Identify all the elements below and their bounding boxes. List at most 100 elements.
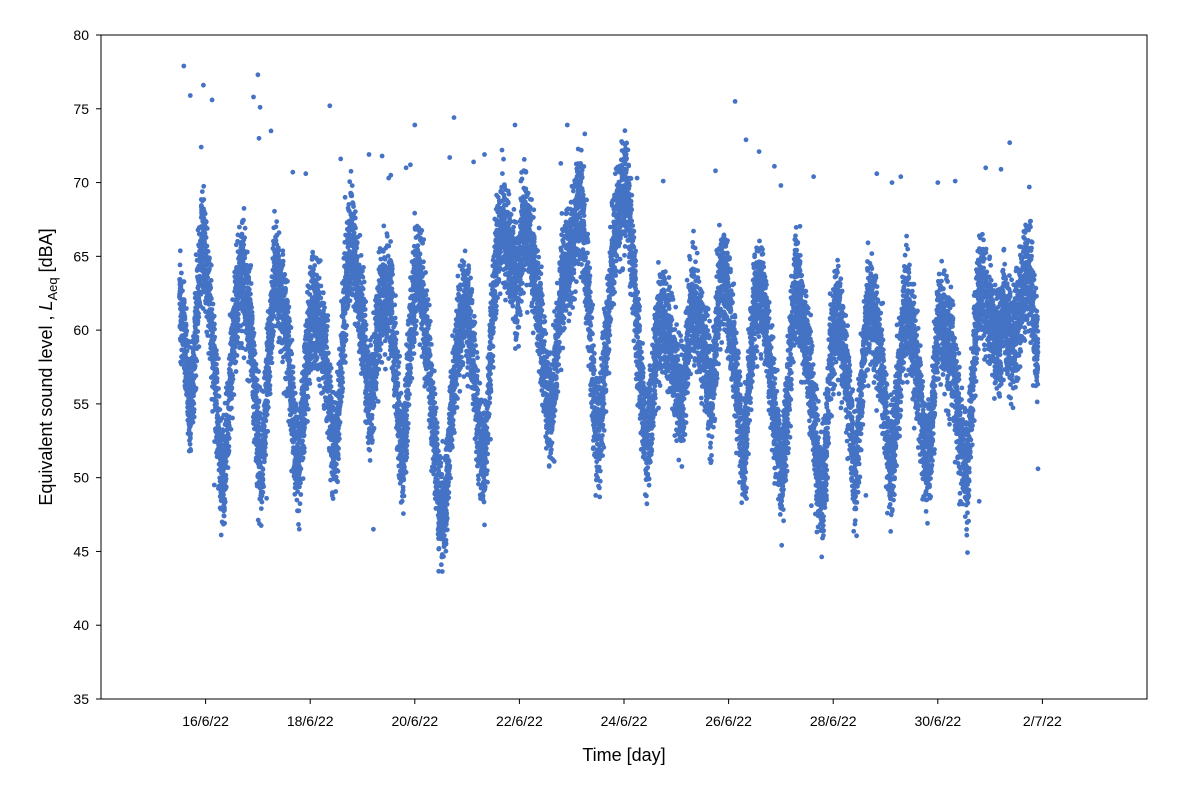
- data-point: [337, 388, 342, 393]
- data-point: [308, 286, 313, 291]
- data-point: [424, 307, 429, 312]
- data-point: [368, 458, 373, 463]
- data-point: [277, 230, 282, 235]
- data-point: [252, 348, 257, 353]
- data-point: [411, 332, 416, 337]
- data-point: [324, 344, 329, 349]
- data-point: [267, 392, 272, 397]
- data-point: [357, 349, 362, 354]
- data-point: [338, 420, 343, 425]
- data-point: [250, 339, 255, 344]
- data-point: [423, 317, 428, 322]
- data-point: [230, 373, 235, 378]
- data-point: [340, 375, 345, 380]
- data-point: [297, 473, 302, 478]
- data-point: [381, 224, 386, 229]
- data-point: [325, 358, 330, 363]
- data-point: [289, 374, 294, 379]
- data-point: [412, 317, 417, 322]
- data-point: [423, 329, 428, 334]
- data-point: [285, 279, 290, 284]
- data-point: [184, 332, 189, 337]
- data-point: [245, 250, 250, 255]
- data-point: [318, 296, 323, 301]
- data-point: [237, 225, 242, 230]
- data-point: [311, 345, 316, 350]
- data-point: [212, 323, 217, 328]
- data-point: [379, 293, 384, 298]
- data-point: [317, 383, 322, 388]
- data-point: [214, 401, 219, 406]
- data-point: [420, 274, 425, 279]
- data-point: [420, 287, 425, 292]
- data-point: [367, 448, 372, 453]
- data-point: [279, 264, 284, 269]
- data-point: [196, 300, 201, 305]
- data-point: [255, 377, 260, 382]
- data-point: [253, 363, 258, 368]
- data-point: [428, 336, 433, 341]
- data-point: [418, 342, 423, 347]
- data-point: [271, 289, 276, 294]
- data-point: [374, 359, 379, 364]
- data-point: [378, 348, 383, 353]
- data-point: [404, 424, 409, 429]
- data-point: [245, 285, 250, 290]
- data-point: [242, 206, 247, 211]
- data-point: [386, 254, 391, 259]
- data-point: [309, 336, 314, 341]
- data-point: [260, 493, 265, 498]
- data-point: [187, 438, 192, 443]
- data-point: [362, 314, 367, 319]
- data-point: [427, 361, 432, 366]
- data-point: [178, 248, 183, 253]
- data-point: [349, 169, 354, 174]
- data-point: [227, 444, 232, 449]
- data-point: [345, 292, 350, 297]
- data-point: [423, 298, 428, 303]
- data-point: [396, 364, 401, 369]
- data-point: [189, 360, 194, 365]
- data-point: [343, 333, 348, 338]
- data-point: [415, 248, 420, 253]
- data-point: [383, 352, 388, 357]
- data-point: [236, 312, 241, 317]
- data-point: [325, 313, 330, 318]
- data-point: [336, 446, 341, 451]
- data-point: [230, 380, 235, 385]
- data-point: [390, 309, 395, 314]
- data-point: [323, 335, 328, 340]
- data-point: [326, 384, 331, 389]
- data-point: [189, 419, 194, 424]
- data-point: [393, 336, 398, 341]
- data-point: [435, 425, 440, 430]
- data-point: [281, 259, 286, 264]
- data-point: [189, 389, 194, 394]
- data-point: [421, 259, 426, 264]
- data-point: [349, 261, 354, 266]
- data-point: [353, 226, 358, 231]
- data-point: [405, 443, 410, 448]
- data-point: [434, 457, 439, 462]
- data-point: [334, 426, 339, 431]
- data-point: [223, 460, 228, 465]
- data-point: [394, 368, 399, 373]
- data-point: [376, 367, 381, 372]
- data-point: [215, 379, 220, 384]
- data-point: [182, 297, 187, 302]
- data-point: [322, 305, 327, 310]
- data-point: [211, 302, 216, 307]
- data-point: [183, 317, 188, 322]
- data-point: [192, 344, 197, 349]
- data-point: [242, 355, 247, 360]
- data-point: [427, 303, 432, 308]
- data-point: [289, 428, 294, 433]
- data-point: [307, 361, 312, 366]
- data-point: [401, 511, 406, 516]
- data-point: [201, 184, 206, 189]
- data-point: [272, 209, 277, 214]
- data-point: [388, 258, 393, 263]
- data-point: [301, 476, 306, 481]
- data-point: [268, 341, 273, 346]
- data-point: [393, 346, 398, 351]
